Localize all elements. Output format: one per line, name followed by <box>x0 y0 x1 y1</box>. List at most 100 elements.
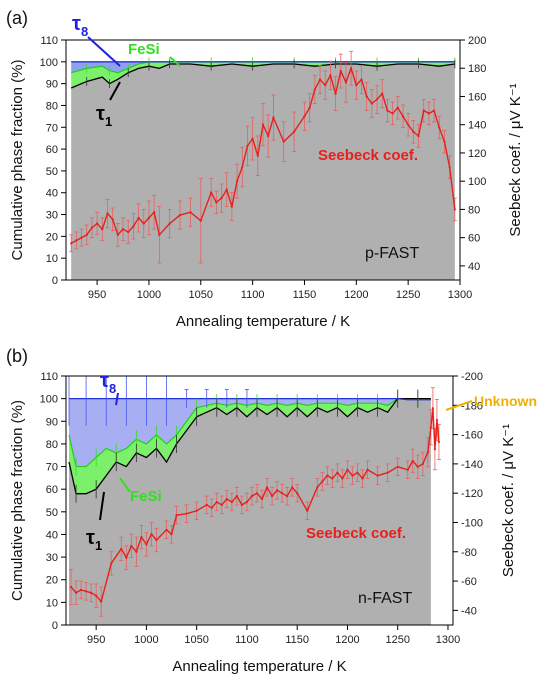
panel-b-x-axis-title: Annealing temperature / K <box>172 658 346 675</box>
y-left-tick-label: 110 <box>40 371 58 383</box>
y-left-tick-label: 110 <box>40 35 58 47</box>
seebeck-point <box>270 495 274 498</box>
y-left-tick-label: 10 <box>46 253 58 265</box>
seebeck-point <box>125 556 128 559</box>
seebeck-point <box>261 123 265 126</box>
seebeck-point <box>168 222 171 225</box>
seebeck-point <box>427 112 430 115</box>
y-right-tick-label: 60 <box>468 233 480 245</box>
seebeck-point <box>334 92 337 95</box>
seebeck-point <box>230 500 233 504</box>
seebeck-point <box>80 236 83 239</box>
seebeck-point <box>230 205 233 208</box>
seebeck-point <box>225 497 228 501</box>
y-left-tick-label: 30 <box>46 210 58 222</box>
seebeck-point <box>215 500 218 504</box>
seebeck-point <box>331 477 334 480</box>
seebeck-point <box>127 230 130 234</box>
y-left-tick-label: 50 <box>46 507 58 519</box>
y-left-tick-label: 70 <box>46 462 58 474</box>
y-left-tick-label: 60 <box>46 484 58 496</box>
x-tick-label: 1100 <box>241 289 265 301</box>
seebeck-point <box>251 137 254 140</box>
seebeck-point <box>381 92 384 95</box>
tau1-label: τ1 <box>96 103 112 129</box>
seebeck-point <box>260 497 264 501</box>
seebeck-point <box>137 216 140 219</box>
seebeck-point <box>296 492 299 495</box>
unknown-label: Unknown <box>474 393 537 409</box>
seebeck-point <box>250 495 254 498</box>
seebeck-point <box>220 197 223 200</box>
seebeck-point <box>346 468 349 471</box>
seebeck-point <box>69 585 73 589</box>
seebeck-point <box>386 109 389 112</box>
seebeck-point <box>241 165 244 169</box>
seebeck-point <box>422 109 425 112</box>
tau1-pointer <box>109 81 121 101</box>
seebeck-point <box>416 465 419 468</box>
y-left-tick-label: 100 <box>40 394 58 406</box>
seebeck-point <box>308 106 311 109</box>
seebeck-point <box>316 486 319 489</box>
y-left-tick-label: 80 <box>46 439 58 451</box>
seebeck-point <box>351 474 354 477</box>
seebeck-point <box>376 474 379 477</box>
tau8-area <box>71 61 455 73</box>
seebeck-point <box>95 594 98 597</box>
seebeck-point <box>147 216 151 219</box>
seebeck-point <box>431 407 434 410</box>
seebeck-point <box>313 88 316 91</box>
seebeck-point <box>121 228 125 231</box>
fesi-label: FeSi <box>130 488 162 505</box>
x-tick-label: 950 <box>87 634 105 646</box>
seebeck-point <box>155 538 158 542</box>
seebeck-point <box>435 418 439 422</box>
seebeck-label: Seebeck coef. <box>318 147 418 164</box>
panel-a-annotations: τ8 FeSi τ1 Seebeck coef. <box>72 13 418 164</box>
seebeck-point <box>453 208 456 211</box>
y-left-tick-label: 10 <box>46 597 58 609</box>
seebeck-point <box>396 465 399 468</box>
y-right-tick-label: 80 <box>468 204 480 216</box>
seebeck-point <box>401 115 405 118</box>
tau1-pointer <box>99 491 105 521</box>
fesi-label: FeSi <box>128 41 160 58</box>
seebeck-point <box>85 233 88 236</box>
seebeck-point <box>293 130 296 133</box>
seebeck-point <box>433 448 437 451</box>
seebeck-point <box>246 144 249 147</box>
seebeck-point <box>111 218 114 221</box>
seebeck-point <box>70 242 73 245</box>
seebeck-point <box>153 211 156 214</box>
y-left-tick-label: 0 <box>52 275 58 287</box>
seebeck-point <box>158 233 161 236</box>
seebeck-point <box>85 590 88 593</box>
y-right-tick-label: 120 <box>468 148 486 160</box>
seebeck-point <box>318 78 322 81</box>
seebeck-point <box>344 81 348 84</box>
seebeck-point <box>199 219 202 222</box>
seebeck-point <box>189 211 192 214</box>
seebeck-point <box>411 459 414 463</box>
seebeck-point <box>142 222 145 225</box>
seebeck-point <box>74 591 78 594</box>
seebeck-point <box>140 536 143 539</box>
x-tick-label: 1250 <box>396 289 420 301</box>
seebeck-label: Seebeck coef. <box>306 525 406 542</box>
seebeck-point <box>326 474 329 477</box>
seebeck-point <box>235 180 239 183</box>
y-right-tick-label: -60 <box>461 576 477 588</box>
seebeck-point <box>324 84 327 87</box>
seebeck-point <box>145 543 148 546</box>
seebeck-point <box>90 591 93 594</box>
tau8-label: τ8 <box>72 13 88 39</box>
seebeck-point <box>356 471 359 474</box>
x-tick-label: 1200 <box>335 634 359 646</box>
seebeck-point <box>365 95 368 98</box>
x-tick-label: 1300 <box>448 289 472 301</box>
y-right-tick-label: -140 <box>461 459 483 471</box>
panel-a-seebeck-series <box>69 50 457 264</box>
y-left-tick-label: 60 <box>46 144 58 156</box>
